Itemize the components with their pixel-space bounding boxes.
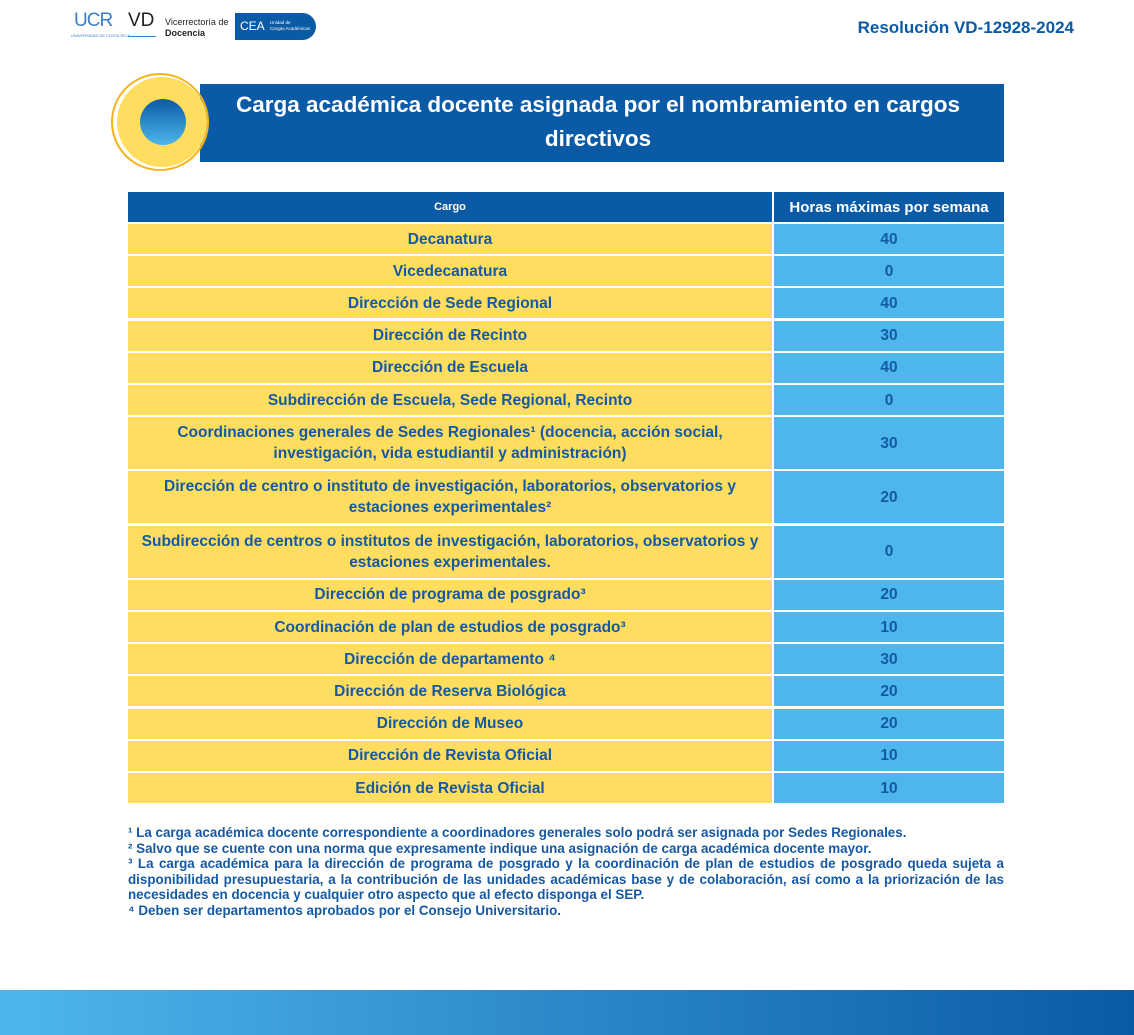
hours-cell: 10 [774,773,1004,803]
cargo-cell: Subdirección de Escuela, Sede Regional, … [128,385,772,415]
title: Carga académica docente asignada por el … [236,92,960,151]
column-header: Horas máximas por semana [774,192,1004,222]
hours-cell: 10 [774,740,1004,771]
ucr-sub: UNIVERSIDAD DE COSTA RICA [71,33,131,38]
cargo-cell: Edición de Revista Oficial [128,773,772,803]
footer-bar [0,990,1134,1035]
cargo-cell: Dirección de Sede Regional [128,288,772,319]
cargo-cell: Dirección de departamento ⁴ [128,644,772,675]
hours-cell: 20 [774,708,1004,739]
ucr-logo: UCR [74,10,113,31]
hours-cell: 10 [774,612,1004,642]
cargo-cell: Dirección de Reserva Biológica [128,676,772,707]
footnotes: ¹ La carga académica docente correspondi… [128,825,1004,918]
hours-cell: 0 [774,525,1004,578]
divider [128,36,156,37]
hours-cell: 40 [774,352,1004,383]
footnote: ⁴ Deben ser departamentos aprobados por … [128,902,561,918]
cea-line1: Unidad de [270,20,291,25]
title-icon [111,73,209,171]
hours-cell: 0 [774,256,1004,287]
hours-cell: 20 [774,676,1004,707]
vd-logo: VD [128,10,155,31]
cargo-cell: Dirección de centro o instituto de inves… [128,471,772,524]
column-header: Cargo [128,192,772,222]
footnote: ¹ La carga académica docente correspondi… [128,825,907,840]
vd-line1: Vicerrectoría de [165,17,229,27]
hours-cell: 40 [774,288,1004,319]
hours-cell: 30 [774,417,1004,470]
cargo-cell: Vicedecanatura [128,256,772,287]
cargo-cell: Dirección de programa de posgrado³ [128,579,772,610]
title-banner [200,84,1004,162]
cargo-cell: Subdirección de centros o institutos de … [128,525,772,578]
cargo-cell: Dirección de Escuela [128,352,772,383]
cea-logo: CEA [240,19,265,33]
resolution: Resolución VD-12928-2024 [857,18,1074,37]
hours-cell: 0 [774,385,1004,415]
cargo-cell: Dirección de Revista Oficial [128,740,772,771]
footnote: ³ La carga académica para la dirección d… [128,856,1004,902]
hours-cell: 20 [774,579,1004,610]
cargo-cell: Dirección de Museo [128,708,772,739]
hours-cell: 40 [774,224,1004,254]
cargo-cell: Decanatura [128,224,772,254]
hours-cell: 30 [774,320,1004,351]
vd-line2: Docencia [165,28,206,38]
cargo-cell: Coordinaciones generales de Sedes Region… [128,417,772,470]
hours-cell: 30 [774,644,1004,675]
cargo-cell: Coordinación de plan de estudios de posg… [128,612,772,642]
cea-badge [235,13,316,40]
cargo-cell: Dirección de Recinto [128,320,772,351]
cea-line2: Cargas Académicas [270,26,311,31]
hours-cell: 20 [774,471,1004,524]
footnote: ² Salvo que se cuente con una norma que … [128,840,872,856]
